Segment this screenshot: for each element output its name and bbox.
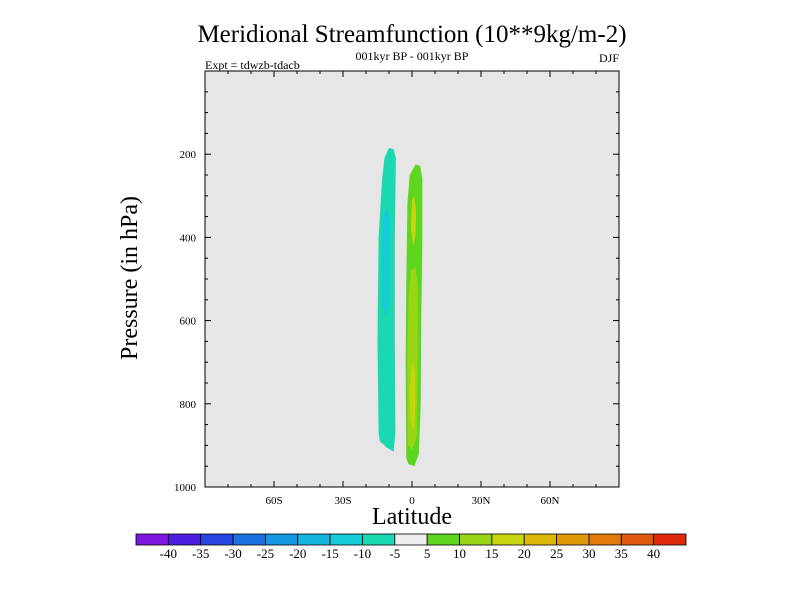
colorbar-label: -15 xyxy=(321,546,338,561)
colorbar-label: 20 xyxy=(518,546,531,561)
contour-region-1 xyxy=(381,208,391,317)
colorbar-swatch xyxy=(297,533,331,546)
experiment-label: Expt = tdwzb-tdacb xyxy=(205,58,300,72)
contour-region-5 xyxy=(410,195,417,246)
colorbar-label: 15 xyxy=(485,546,498,561)
chart-subtitle: 001kyr BP - 001kyr BP xyxy=(356,49,469,63)
y-tick-label: 800 xyxy=(180,399,197,411)
y-tick-label: 600 xyxy=(180,316,197,328)
x-tick-label: 60N xyxy=(541,495,560,507)
colorbar-swatch xyxy=(459,533,493,546)
colorbar-swatch xyxy=(265,533,299,546)
season-label: DJF xyxy=(599,51,619,65)
colorbar-swatch xyxy=(232,533,266,546)
colorbar-swatch xyxy=(588,533,622,546)
colorbar-label: -25 xyxy=(257,546,274,561)
colorbar-label: 10 xyxy=(453,546,466,561)
colorbar-label: -10 xyxy=(354,546,371,561)
colorbar-swatch xyxy=(426,533,460,546)
x-axis-label: Latitude xyxy=(372,504,452,530)
colorbar: -40 -35 -30 -25 -20 -15 -10 -5 5 10 15 20 25 30 35 40 xyxy=(135,533,687,561)
y-ticks: 200 400 600 800 1000 xyxy=(174,91,619,494)
colorbar-swatch xyxy=(620,533,655,546)
x-tick-label: 60S xyxy=(265,495,282,507)
colorbar-label: -5 xyxy=(389,546,400,561)
colorbar-label: -40 xyxy=(160,546,177,561)
colorbar-swatch xyxy=(135,533,169,546)
y-tick-label: 200 xyxy=(180,149,197,161)
x-tick-label: 30N xyxy=(472,495,491,507)
colorbar-swatch xyxy=(491,533,525,546)
colorbar-label: -20 xyxy=(289,546,306,561)
chart-title: Meridional Streamfunction (10**9kg/m-2) xyxy=(197,21,626,48)
x-tick-label: 0 xyxy=(409,495,415,507)
colorbar-swatch xyxy=(200,533,234,546)
contour-regions xyxy=(377,148,423,467)
colorbar-label: 40 xyxy=(647,546,660,561)
colorbar-label: -30 xyxy=(224,546,241,561)
colorbar-label: -35 xyxy=(192,546,209,561)
colorbar-swatch xyxy=(394,533,428,546)
colorbar-label: 5 xyxy=(424,546,431,561)
colorbar-swatch xyxy=(167,533,202,546)
y-axis-label: Pressure (in hPa) xyxy=(117,196,143,360)
colorbar-label: 25 xyxy=(550,546,563,561)
y-tick-label: 400 xyxy=(180,232,197,244)
colorbar-swatch xyxy=(523,533,557,546)
colorbar-swatch xyxy=(329,533,363,546)
x-ticks: 60S 30S 0 30N 60N xyxy=(227,71,597,507)
y-tick-label: 1000 xyxy=(174,482,197,494)
colorbar-label: 30 xyxy=(582,546,595,561)
colorbar-swatch xyxy=(362,533,396,546)
colorbar-swatch xyxy=(653,533,687,546)
contour-region-4 xyxy=(409,362,416,429)
colorbar-label: 35 xyxy=(615,546,628,561)
colorbar-swatch xyxy=(556,533,590,546)
x-tick-label: 30S xyxy=(334,495,351,507)
